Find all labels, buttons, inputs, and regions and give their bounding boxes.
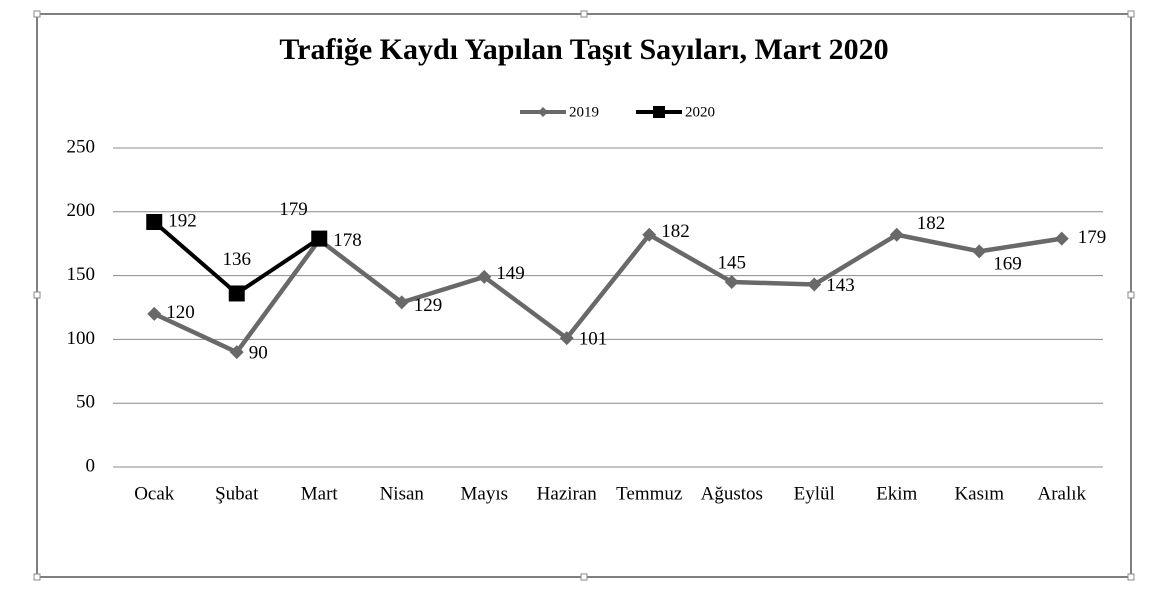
y-tick-label: 50 [76,392,95,413]
data-label: 179 [279,199,308,220]
data-label: 143 [826,275,855,296]
x-tick-label: Temmuz [616,483,682,504]
y-tick-label: 0 [86,455,96,476]
data-label: 129 [414,295,443,316]
x-tick-label: Şubat [215,483,259,504]
chart-title: Trafiğe Kaydı Yapılan Taşıt Sayıları, Ma… [279,33,888,66]
y-tick-label: 200 [67,200,96,221]
data-label: 182 [661,221,690,242]
data-label: 149 [496,263,525,284]
marker [146,214,163,231]
marker [653,106,665,118]
x-tick-label: Ağustos [701,483,763,504]
marker [724,274,739,289]
y-tick-label: 100 [67,328,96,349]
marker [538,107,548,117]
x-tick-label: Nisan [380,483,425,504]
marker [229,345,244,360]
data-label: 90 [249,343,268,364]
data-label: 120 [166,302,195,323]
x-tick-label: Kasım [954,483,1004,504]
x-tick-label: Haziran [537,483,598,504]
marker [228,285,245,302]
marker [147,306,162,321]
legend-label: 2019 [569,104,599,120]
chart-frame [36,13,1132,578]
marker [559,331,574,346]
series-line [153,232,1063,355]
x-tick-label: Eylül [794,483,835,504]
marker [972,244,987,259]
data-label: 101 [579,328,608,349]
marker [1054,231,1069,246]
y-tick-label: 250 [67,136,96,157]
data-label: 182 [917,213,946,234]
marker [807,277,822,292]
data-label: 179 [1078,227,1107,248]
x-tick-label: Ekim [876,483,917,504]
x-tick-label: Mayıs [461,483,509,504]
x-tick-label: Mart [301,483,339,504]
marker [642,227,657,242]
x-tick-label: Ocak [134,483,175,504]
legend-label: 2020 [685,104,715,120]
y-tick-label: 150 [67,264,96,285]
data-label: 136 [223,249,252,270]
marker [889,227,904,242]
data-label: 169 [993,254,1022,275]
data-label: 192 [168,210,197,231]
data-label: 145 [718,252,747,273]
marker [477,269,492,284]
marker [311,230,328,247]
x-tick-label: Aralık [1037,483,1086,504]
marker [394,295,409,310]
resize-handles [33,10,1135,581]
data-label: 178 [333,230,362,251]
